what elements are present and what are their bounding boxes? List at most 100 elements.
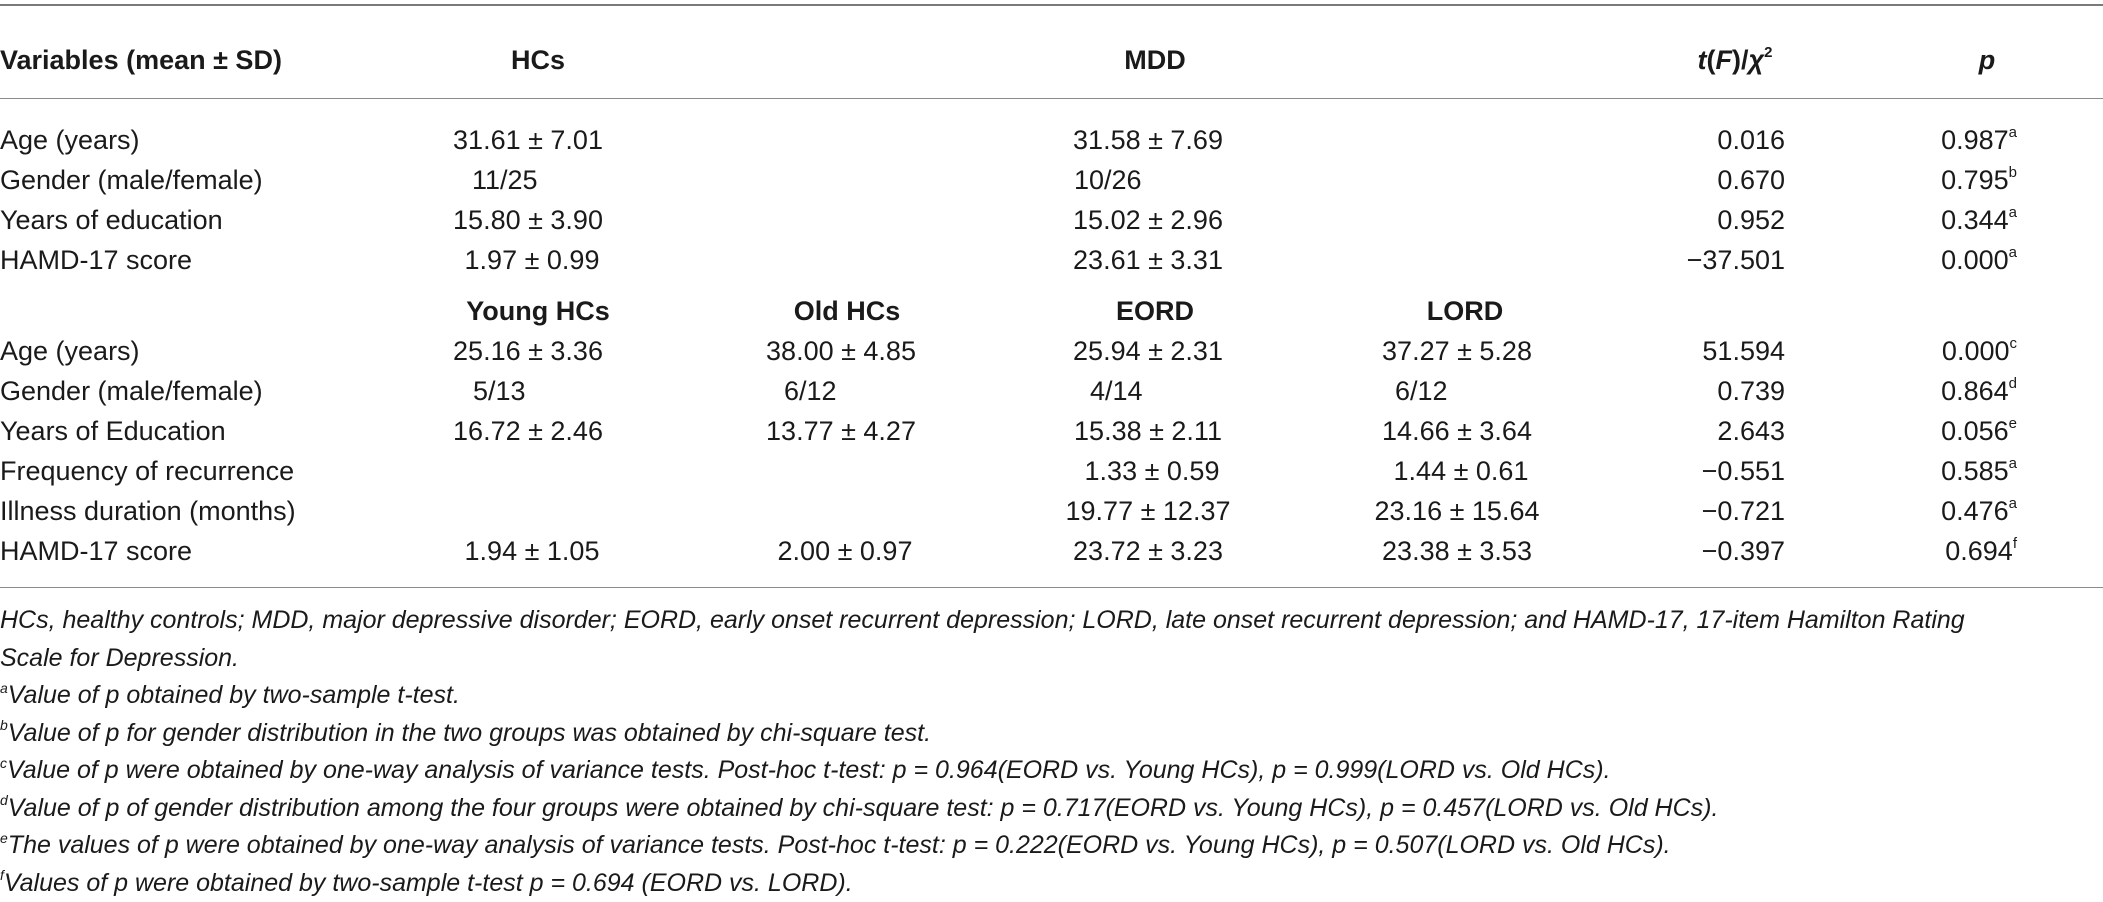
- s2-row1-label: Age (years): [0, 336, 140, 366]
- s1-row4-stat: −37.501: [1686, 245, 1785, 275]
- footnote-c-mark: c: [0, 754, 7, 771]
- s2-row5-label: Illness duration (months): [0, 496, 296, 526]
- s2-row6-old: 2.00 ± 0.97: [777, 536, 913, 566]
- footnote-f-mark: f: [0, 867, 4, 884]
- s1-row3-p-mark: a: [2008, 204, 2017, 221]
- s2-row1-p-value: 0.000: [1941, 336, 2010, 366]
- header-rule: [0, 98, 2103, 99]
- s2-row6-eord: 23.72 ± 3.23: [1073, 536, 1223, 566]
- s2-row3-lord: 14.66 ± 3.64: [1382, 416, 1532, 446]
- s2-row6-lord: 23.38 ± 3.53: [1382, 536, 1532, 566]
- footnote-a: aValue of p obtained by two-sample t-tes…: [0, 677, 2090, 715]
- s1-row3-stat: 0.952: [1717, 205, 1785, 235]
- footnote-e-mark: e: [0, 829, 8, 846]
- s2-row3-p: 0.056e: [1941, 415, 2017, 447]
- s2-row5-p-mark: a: [2008, 495, 2017, 512]
- s2-row1-old: 38.00 ± 4.85: [766, 336, 916, 366]
- table-footnotes: HCs, healthy controls; MDD, major depres…: [0, 602, 2090, 902]
- footnote-b-text: Value of p for gender distribution in th…: [7, 718, 932, 747]
- s1-row1-label: Age (years): [0, 125, 140, 155]
- s2-row6-young: 1.94 ± 1.05: [464, 536, 600, 566]
- s1-row1-p-value: 0.987: [1941, 125, 2009, 155]
- s2-row1-young: 25.16 ± 3.36: [453, 336, 603, 366]
- subheader-lord: LORD: [1426, 296, 1504, 326]
- s2-row5-eord: 19.77 ± 12.37: [1065, 496, 1231, 526]
- s2-row4-lord: 1.44 ± 0.61: [1393, 456, 1529, 486]
- s2-row2-lord: 6/12: [1395, 376, 1448, 406]
- s2-row1-lord: 37.27 ± 5.28: [1382, 336, 1532, 366]
- footnote-abbreviations-line2: Scale for Depression.: [0, 643, 240, 672]
- table-top-rule: [0, 4, 2103, 6]
- s2-row5-p-value: 0.476: [1941, 496, 2009, 526]
- s1-row1-hcs: 31.61 ± 7.01: [453, 125, 603, 155]
- s2-row5-stat: −0.721: [1701, 496, 1785, 526]
- s1-row1-stat: 0.016: [1717, 125, 1785, 155]
- s2-row4-stat: −0.551: [1701, 456, 1785, 486]
- s1-row4-p-value: 0.000: [1941, 245, 2009, 275]
- s1-row3-hcs: 15.80 ± 3.90: [453, 205, 603, 235]
- s2-row6-label: HAMD-17 score: [0, 536, 193, 566]
- header-stat-F: F: [1715, 45, 1733, 75]
- s2-row6-stat: −0.397: [1701, 536, 1785, 566]
- s1-row3-p-value: 0.344: [1941, 205, 2009, 235]
- s2-row2-p-value: 0.864: [1941, 376, 2009, 406]
- s1-row2-p: 0.795b: [1941, 164, 2017, 196]
- footnote-e: eThe values of p were obtained by one-wa…: [0, 827, 2090, 865]
- s1-row2-label: Gender (male/female): [0, 165, 263, 195]
- s2-row3-eord: 15.38 ± 2.11: [1074, 416, 1222, 446]
- s2-row1-p-mark: c: [2009, 335, 2018, 352]
- table-bottom-rule: [0, 587, 2103, 588]
- footnote-a-text: Value of p obtained by two-sample t-test…: [7, 681, 460, 709]
- s1-row3-label: Years of education: [0, 205, 223, 235]
- subheader-old-hcs: Old HCs: [793, 296, 901, 326]
- s2-row4-eord: 1.33 ± 0.59: [1084, 456, 1220, 486]
- s2-row4-p-mark: a: [2008, 455, 2017, 472]
- s2-row5-lord: 23.16 ± 15.64: [1374, 496, 1540, 526]
- s2-row3-old: 13.77 ± 4.27: [766, 416, 916, 446]
- header-variables: Variables (mean ± SD): [0, 45, 282, 75]
- header-hcs: HCs: [510, 45, 566, 75]
- footnote-d-text: Value of p of gender distribution among …: [7, 793, 1719, 822]
- header-stat-t: t: [1697, 45, 1707, 75]
- s2-row2-eord: 4/14: [1090, 376, 1143, 406]
- s2-row1-stat: 51.594: [1702, 336, 1785, 366]
- s1-row3-p: 0.344a: [1941, 204, 2017, 236]
- footnote-a-mark: a: [0, 679, 8, 696]
- s2-row1-eord: 25.94 ± 2.31: [1073, 336, 1223, 366]
- footnote-d-mark: d: [0, 792, 8, 809]
- s1-row2-p-value: 0.795: [1941, 165, 2009, 195]
- s2-row4-p: 0.585a: [1941, 455, 2017, 487]
- s2-row1-p: 0.000c: [1942, 335, 2017, 367]
- s1-row4-label: HAMD-17 score: [0, 245, 193, 275]
- header-stat-chi-sup: 2: [1764, 44, 1773, 61]
- footnote-c-text: Value of p were obtained by one-way anal…: [7, 756, 1611, 784]
- footnote-f-text: Values of p were obtained by two-sample …: [3, 868, 853, 897]
- s2-row5-p: 0.476a: [1941, 495, 2017, 527]
- s2-row2-old: 6/12: [784, 376, 837, 406]
- footnote-b: bValue of p for gender distribution in t…: [0, 715, 2090, 753]
- header-mdd: MDD: [1124, 45, 1186, 75]
- s2-row3-p-mark: e: [2008, 415, 2017, 432]
- s2-row2-label: Gender (male/female): [0, 376, 263, 406]
- s2-row3-label: Years of Education: [0, 416, 226, 446]
- s1-row4-p-mark: a: [2008, 244, 2017, 261]
- s1-row2-p-mark: b: [2008, 164, 2017, 181]
- s1-row4-mdd: 23.61 ± 3.31: [1073, 245, 1223, 275]
- s1-row2-hcs: 11/25: [472, 165, 538, 195]
- footnote-f: fValues of p were obtained by two-sample…: [0, 865, 2090, 902]
- s2-row2-stat: 0.739: [1717, 376, 1785, 406]
- s2-row3-stat: 2.643: [1717, 416, 1785, 446]
- header-stat-chi: χ: [1748, 45, 1765, 75]
- s2-row2-p: 0.864d: [1941, 375, 2017, 407]
- subheader-young-hcs: Young HCs: [466, 296, 610, 326]
- footnote-b-mark: b: [0, 717, 8, 734]
- s1-row2-mdd: 10/26: [1074, 165, 1142, 195]
- s2-row3-young: 16.72 ± 2.46: [453, 416, 603, 446]
- header-statistic: t(F)/χ2: [1697, 44, 1773, 75]
- s2-row4-p-value: 0.585: [1941, 456, 2009, 486]
- s2-row3-p-value: 0.056: [1941, 416, 2009, 446]
- s1-row2-stat: 0.670: [1717, 165, 1785, 195]
- s1-row4-p: 0.000a: [1941, 244, 2017, 276]
- footnote-abbreviations-line1: HCs, healthy controls; MDD, major depres…: [0, 606, 1965, 634]
- s1-row1-mdd: 31.58 ± 7.69: [1073, 125, 1223, 155]
